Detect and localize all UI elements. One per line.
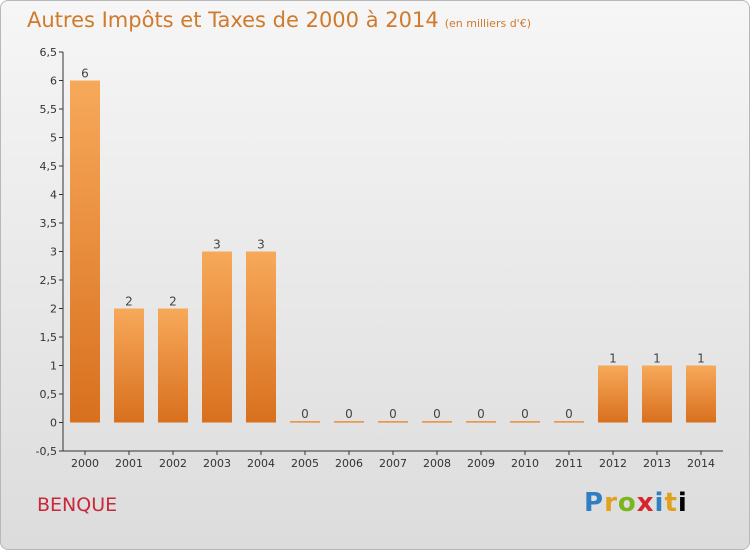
place-name: BENQUE <box>37 494 118 516</box>
x-tick-label: 2012 <box>599 457 627 470</box>
data-label: 0 <box>301 407 309 421</box>
x-tick-label: 2002 <box>159 457 187 470</box>
x-tick-label: 2010 <box>511 457 539 470</box>
bar-2014 <box>686 365 716 423</box>
y-tick-label: 6,5 <box>40 46 58 59</box>
chart-data-labels: 6 2 2 3 3 0 0 0 0 0 0 0 1 1 1 <box>81 67 705 422</box>
bar-2009 <box>466 421 496 423</box>
data-label: 2 <box>169 295 177 309</box>
bar-2002 <box>158 308 188 423</box>
chart-title-text: Autres Impôts et Taxes de 2000 à 2014 <box>27 8 439 32</box>
y-tick-label: 6 <box>50 75 57 88</box>
bar-2003 <box>202 251 232 423</box>
x-tick-label: 2006 <box>335 457 363 470</box>
data-label: 0 <box>433 407 441 421</box>
y-tick-label: 4,5 <box>40 160 58 173</box>
x-tick-label: 2005 <box>291 457 319 470</box>
data-label: 2 <box>125 295 133 309</box>
bar-2005 <box>290 421 320 423</box>
chart-unit: (en milliers d'€) <box>444 17 531 30</box>
y-tick-label: -0,5 <box>36 445 57 458</box>
data-label: 0 <box>477 407 485 421</box>
chart-title: Autres Impôts et Taxes de 2000 à 2014 (en… <box>27 8 531 32</box>
bar-2012 <box>598 365 628 423</box>
bar-2004 <box>246 251 276 423</box>
bar-2007 <box>378 421 408 423</box>
logo-letter: r <box>604 488 618 518</box>
data-label: 3 <box>213 238 221 252</box>
bar-2008 <box>422 421 452 423</box>
x-tick-label: 2003 <box>203 457 231 470</box>
x-tick-label: 2013 <box>643 457 671 470</box>
x-tick-label: 2007 <box>379 457 407 470</box>
bar-2006 <box>334 421 364 423</box>
y-tick-label: 3 <box>50 246 57 259</box>
bar-2000 <box>70 80 100 423</box>
data-label: 0 <box>565 407 573 421</box>
bar-2001 <box>114 308 144 423</box>
data-label: 1 <box>653 352 661 366</box>
data-label: 0 <box>389 407 397 421</box>
x-tick-label: 2014 <box>687 457 715 470</box>
bar-2010 <box>510 421 540 423</box>
data-label: 1 <box>697 352 705 366</box>
data-label: 0 <box>345 407 353 421</box>
logo-letter: P <box>584 488 605 518</box>
y-tick-label: 1 <box>50 360 57 373</box>
logo-letter: i <box>677 488 688 518</box>
logo-letter: t <box>664 488 678 518</box>
logo-letter: i <box>654 488 665 518</box>
y-tick-label: 5 <box>50 132 57 145</box>
x-tick-label: 2011 <box>555 457 583 470</box>
y-tick-label: 0 <box>50 417 57 430</box>
bar-2013 <box>642 365 672 423</box>
data-label: 1 <box>609 352 617 366</box>
y-tick-label: 2 <box>50 303 57 316</box>
bar-2011 <box>554 421 584 423</box>
y-tick-label: 3,5 <box>40 217 58 230</box>
data-label: 3 <box>257 238 265 252</box>
x-tick-label: 2000 <box>71 457 99 470</box>
y-tick-label: 4 <box>50 189 57 202</box>
data-label: 0 <box>521 407 529 421</box>
x-tick-label: 2009 <box>467 457 495 470</box>
logo-letter: x <box>636 488 655 518</box>
x-tick-label: 2004 <box>247 457 275 470</box>
logo-letter: o <box>617 488 637 518</box>
x-tick-label: 2008 <box>423 457 451 470</box>
y-tick-label: 5,5 <box>40 103 58 116</box>
y-tick-label: 0,5 <box>40 388 58 401</box>
proxiti-logo: Proxiti <box>584 488 688 518</box>
y-tick-label: 1,5 <box>40 331 58 344</box>
chart-bars <box>70 80 716 423</box>
data-label: 6 <box>81 67 89 81</box>
y-tick-label: 2,5 <box>40 274 58 287</box>
x-tick-label: 2001 <box>115 457 143 470</box>
